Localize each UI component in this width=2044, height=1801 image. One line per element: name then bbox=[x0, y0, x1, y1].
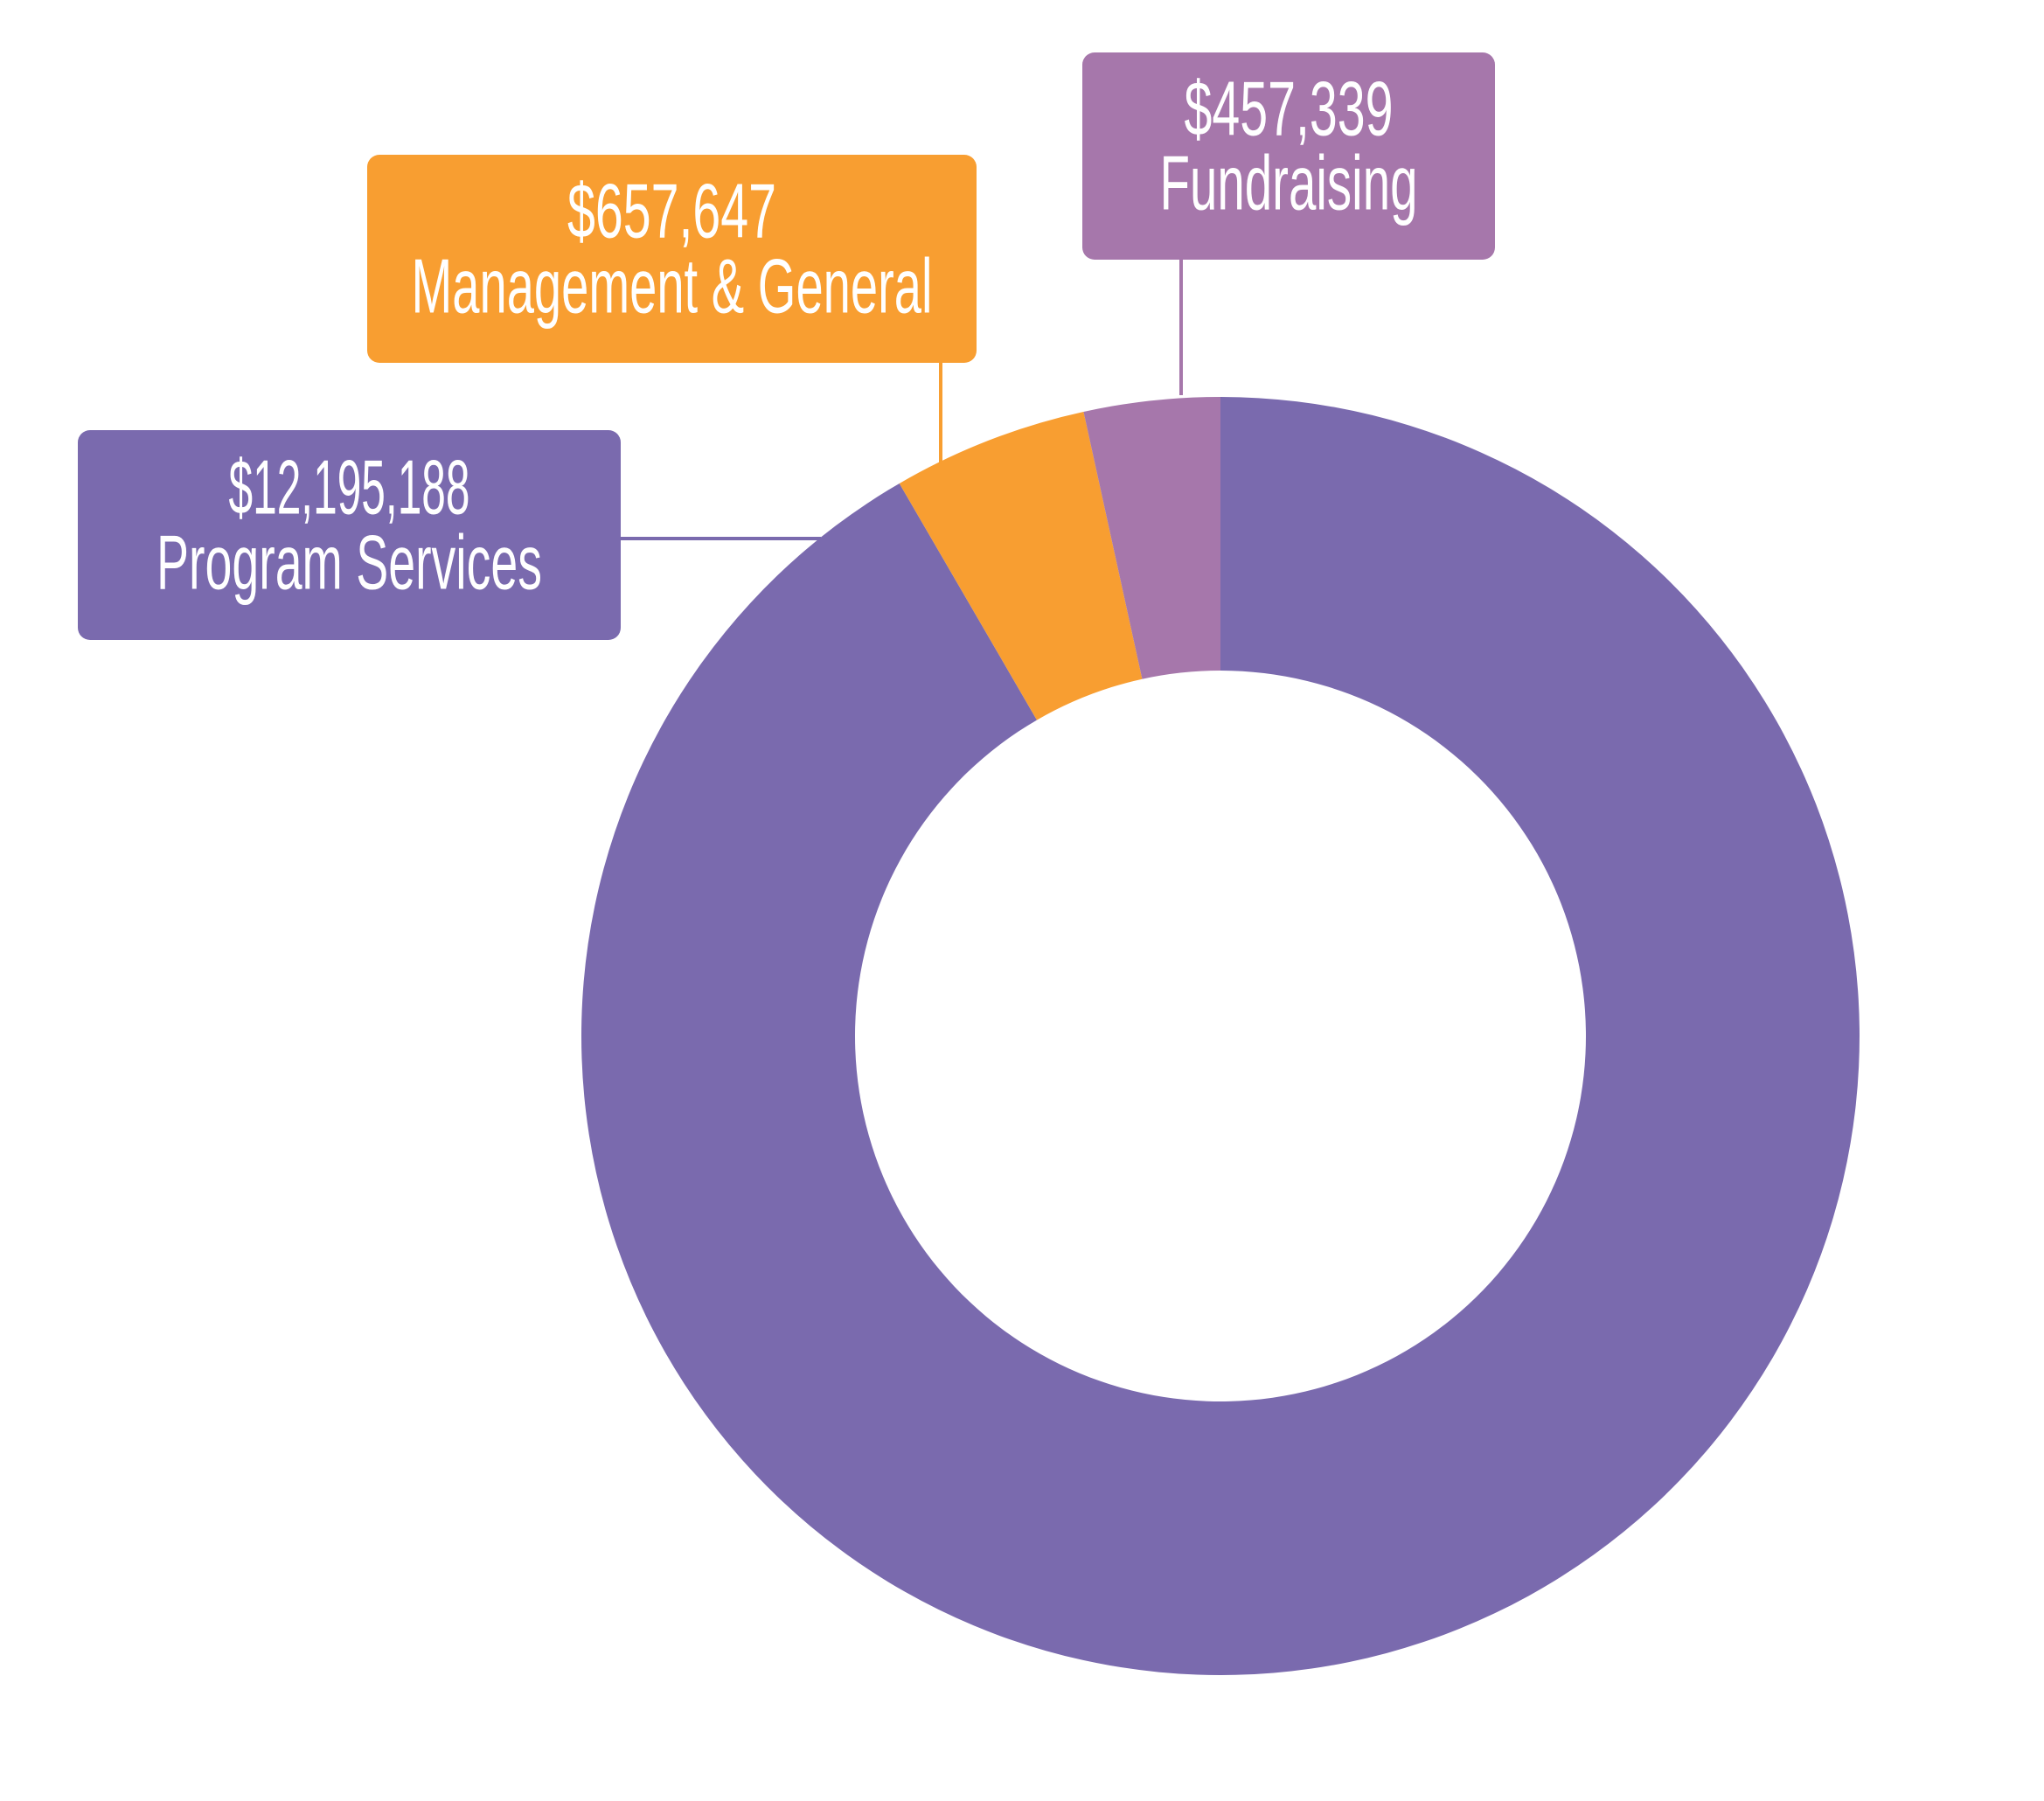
category-label: Management & General bbox=[412, 242, 933, 329]
value-label: $657,647 bbox=[567, 168, 776, 254]
donut-segment bbox=[899, 411, 1143, 720]
donut-segment bbox=[1083, 397, 1220, 679]
value-label: $12,195,188 bbox=[229, 443, 470, 530]
donut-segment bbox=[581, 397, 1860, 1675]
category-label: Fundraising bbox=[1160, 140, 1418, 226]
label-box bbox=[1082, 52, 1495, 260]
label-box bbox=[78, 430, 621, 640]
category-label: Program Services bbox=[156, 519, 542, 606]
value-label: $457,339 bbox=[1185, 65, 1394, 151]
label-box bbox=[367, 155, 977, 363]
